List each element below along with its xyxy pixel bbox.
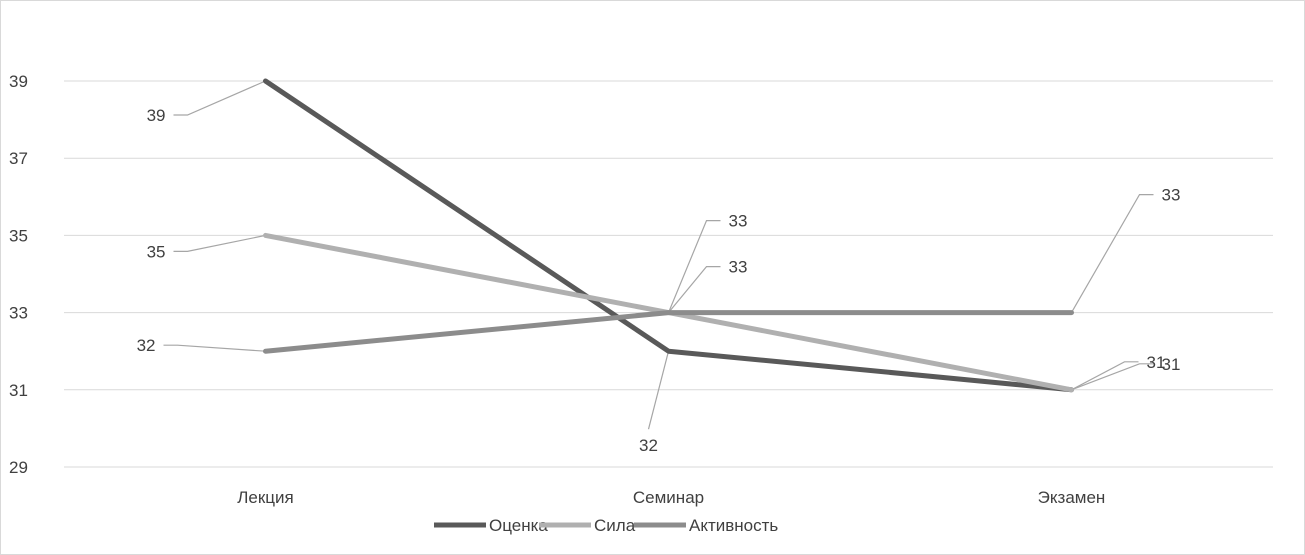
x-category-label: Лекция [237, 488, 294, 507]
data-label: 32 [639, 436, 658, 455]
grid-lines [64, 80, 1273, 468]
y-tick-label: 31 [9, 381, 28, 400]
data-label: 39 [147, 106, 166, 125]
legend-label: Активность [689, 516, 778, 535]
y-tick-label: 29 [9, 458, 28, 477]
data-label: 31 [1147, 353, 1166, 372]
x-category-label: Семинар [633, 488, 704, 507]
data-label: 33 [729, 212, 748, 231]
leader-line [668, 266, 721, 313]
x-category-label: Экзамен [1038, 488, 1106, 507]
legend-label: Сила [594, 516, 636, 535]
y-tick-label: 35 [9, 226, 28, 245]
y-tick-label: 39 [9, 72, 28, 91]
leader-line [173, 234, 266, 252]
leader-line [1070, 194, 1154, 313]
data-label-leaders [163, 80, 1154, 430]
leader-line [1071, 361, 1139, 391]
data-label: 32 [137, 336, 156, 355]
legend-label: Оценка [489, 516, 548, 535]
y-axis-ticks: 29 31 33 35 37 39 [9, 72, 28, 477]
leader-line [163, 344, 266, 352]
series-line-3 [263, 310, 1074, 354]
data-label: 33 [729, 258, 748, 277]
data-label: 31 [1162, 355, 1181, 374]
y-tick-label: 33 [9, 304, 28, 323]
legend: Оценка Сила Активность [434, 516, 778, 535]
data-labels: 39 32 31 35 33 31 32 33 33 [137, 106, 1181, 455]
x-axis-categories: Лекция Семинар Экзамен [237, 488, 1105, 507]
leader-line [647, 351, 670, 430]
leader-line [667, 220, 721, 313]
data-label: 35 [147, 242, 166, 261]
leader-line [1071, 363, 1154, 391]
y-tick-label: 37 [9, 149, 28, 168]
series-lines [263, 78, 1074, 393]
data-label: 33 [1162, 186, 1181, 205]
series-line-1 [263, 78, 1074, 393]
leader-line [173, 80, 266, 116]
